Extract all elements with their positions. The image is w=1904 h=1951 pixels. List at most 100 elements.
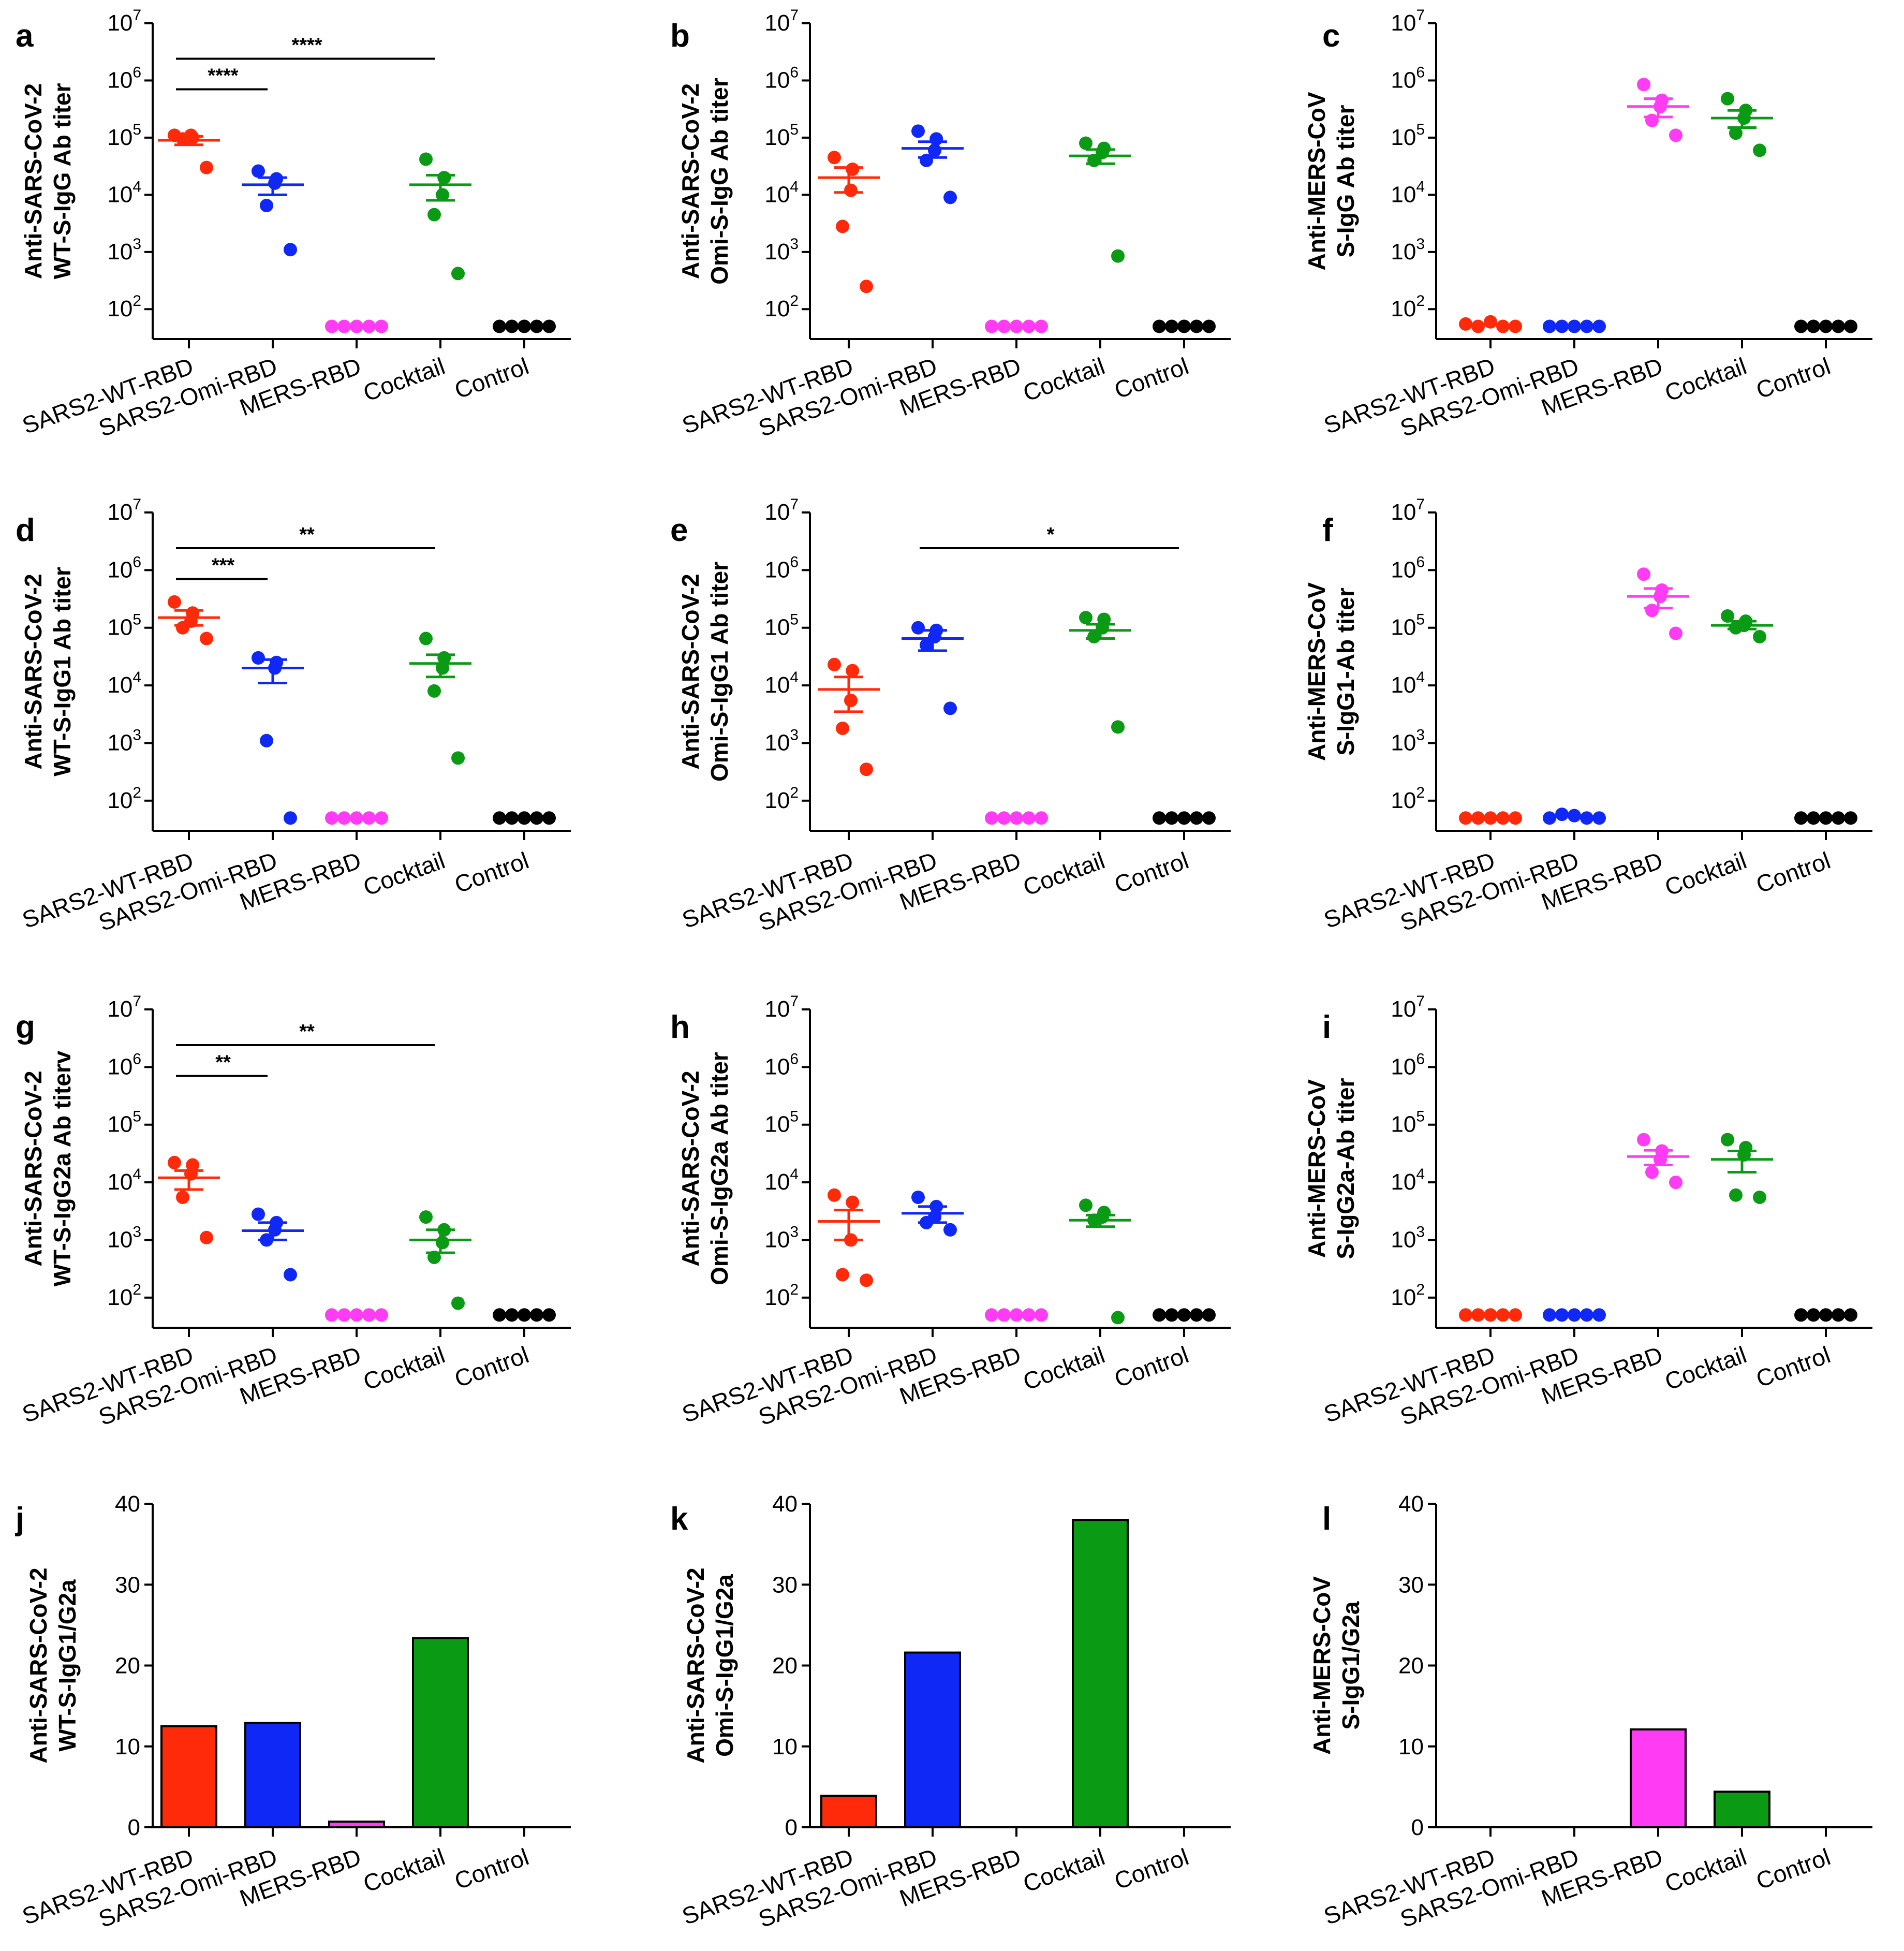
data-point — [260, 199, 273, 212]
data-point — [1592, 1308, 1606, 1322]
data-point — [1637, 78, 1650, 91]
y-axis-title: Anti-SARS-CoV-2Omi-S-IgG2a Ab titer — [677, 1052, 733, 1285]
data-point — [200, 1231, 213, 1244]
data-point — [1022, 811, 1036, 825]
x-tick-label: Cocktail — [1020, 353, 1109, 407]
data-point — [1753, 1191, 1766, 1204]
data-point — [1010, 319, 1023, 333]
y-tick-label: 102 — [1391, 784, 1425, 813]
y-tick-label: 104 — [764, 669, 799, 698]
data-point — [1496, 1308, 1510, 1322]
y-tick-label: 40 — [772, 1491, 798, 1517]
x-tick-label: Cocktail — [1661, 1843, 1750, 1898]
figure-canvas: a 102 103 104 105 106 107 Anti-SARS-CoV-2WT-S-I… — [0, 0, 1904, 1951]
data-point — [846, 664, 859, 678]
data-point — [1484, 315, 1497, 329]
y-tick-label: 104 — [764, 178, 799, 207]
bar — [1631, 1729, 1686, 1827]
data-point — [284, 243, 297, 256]
data-point — [1669, 1176, 1682, 1189]
y-tick-label: 106 — [1391, 553, 1425, 582]
y-tick-label: 105 — [764, 121, 799, 150]
data-point — [985, 811, 998, 825]
data-point — [1165, 1308, 1178, 1322]
data-point — [1202, 1308, 1216, 1322]
y-tick-label: 105 — [764, 611, 799, 640]
data-point — [350, 319, 363, 333]
x-tick-label: Control — [1752, 1843, 1834, 1895]
data-point — [530, 319, 543, 333]
data-point — [362, 319, 376, 333]
data-point — [493, 811, 506, 825]
significance-label: * — [1047, 524, 1055, 546]
data-point — [828, 658, 841, 671]
data-point — [1111, 250, 1125, 263]
data-point — [1568, 319, 1581, 333]
y-axis-title: Anti-MERS-CoVS-IgG2a-Ab titer — [1303, 1078, 1359, 1259]
y-tick-label: 20 — [1398, 1653, 1424, 1679]
panel-letter: a — [16, 18, 34, 54]
y-tick-label: 105 — [1391, 611, 1425, 640]
x-tick-label: Cocktail — [360, 353, 449, 407]
y-tick-label: 105 — [107, 121, 141, 150]
data-point — [451, 1297, 465, 1310]
y-axis-title: Anti-SARS-CoV-2WT-S-IgG2a Ab titerv — [20, 1050, 76, 1286]
y-tick-label: 30 — [115, 1572, 140, 1597]
data-point — [362, 811, 376, 825]
data-point — [1459, 317, 1472, 331]
data-point — [860, 1273, 873, 1287]
data-point — [1190, 811, 1203, 825]
bar — [329, 1822, 384, 1827]
x-tick-label: Control — [1752, 1341, 1834, 1393]
x-tick-label: Cocktail — [1020, 1843, 1109, 1898]
data-point — [176, 621, 189, 635]
bar — [1073, 1520, 1128, 1827]
data-point — [1165, 319, 1178, 333]
y-tick-label: 102 — [107, 784, 141, 813]
data-point — [337, 811, 351, 825]
data-point — [1543, 1308, 1556, 1322]
data-point — [1202, 319, 1216, 333]
data-point — [1807, 811, 1820, 825]
data-point — [1645, 604, 1659, 617]
data-point — [419, 1210, 433, 1224]
panel-letter: g — [16, 1009, 35, 1045]
data-point — [1111, 720, 1125, 734]
y-axis-title: Anti-SARS-CoV-2Omi-S-IgG Ab titer — [677, 78, 733, 285]
data-point — [1190, 319, 1203, 333]
bar — [245, 1723, 300, 1827]
data-point — [168, 595, 181, 609]
data-point — [284, 811, 297, 825]
data-point — [1580, 319, 1593, 333]
panel-letter: b — [670, 18, 690, 54]
data-point — [1165, 811, 1178, 825]
data-point — [1721, 1133, 1734, 1147]
data-point — [542, 1308, 556, 1322]
y-tick-label: 103 — [1391, 1223, 1425, 1252]
panel-letter: k — [670, 1501, 688, 1537]
y-tick-label: 106 — [107, 553, 141, 582]
data-point — [1844, 1308, 1857, 1322]
panel-letter: c — [1322, 18, 1340, 54]
y-tick-label: 10 — [115, 1734, 140, 1759]
bar — [1715, 1792, 1769, 1827]
y-tick-label: 102 — [1391, 292, 1425, 321]
data-point — [1079, 1198, 1093, 1212]
data-point — [1177, 1308, 1191, 1322]
data-point — [505, 811, 519, 825]
data-point — [1543, 811, 1556, 825]
data-point — [1555, 808, 1569, 821]
data-point — [1079, 137, 1093, 150]
data-point — [997, 1308, 1011, 1322]
data-point — [985, 319, 998, 333]
y-tick-label: 103 — [1391, 726, 1425, 755]
y-tick-label: 105 — [107, 1108, 141, 1137]
y-tick-label: 107 — [107, 993, 141, 1022]
data-point — [1035, 1308, 1048, 1322]
data-point — [542, 811, 556, 825]
panel-f: f102103104105106107Anti-MERS-CoVS-IgG1-A… — [1303, 496, 1872, 936]
data-point — [997, 811, 1011, 825]
y-tick-label: 107 — [764, 993, 799, 1022]
x-tick-label: Control — [451, 1341, 532, 1393]
y-tick-label: 20 — [772, 1653, 798, 1679]
